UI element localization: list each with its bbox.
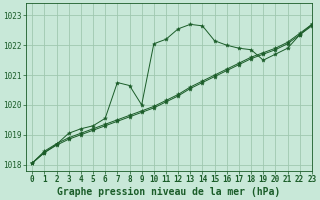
X-axis label: Graphe pression niveau de la mer (hPa): Graphe pression niveau de la mer (hPa) xyxy=(57,186,281,197)
